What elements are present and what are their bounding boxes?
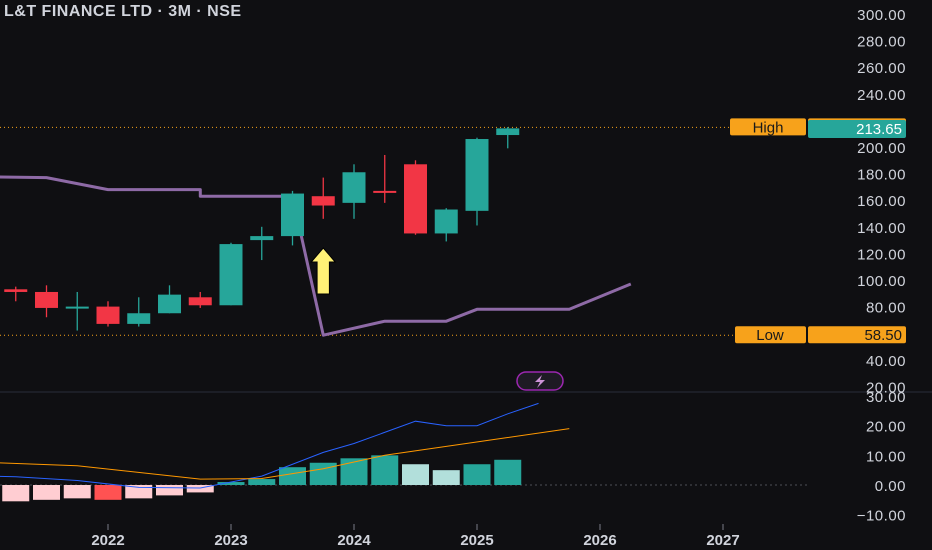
histogram-bar [279, 467, 306, 485]
candle-body [373, 190, 397, 193]
candle-body [250, 236, 274, 241]
candle-body [281, 193, 304, 237]
histogram-bar [494, 459, 522, 485]
indicator-tick-label: 0.00 [875, 478, 906, 495]
candle-body [65, 306, 89, 309]
candle-body [219, 244, 243, 306]
candle-body [96, 306, 120, 324]
candle-body [127, 313, 151, 324]
last-price-text: 213.65 [856, 121, 902, 138]
x-axis-label: 2023 [214, 532, 247, 549]
price-tick-label: 240.00 [857, 87, 906, 104]
histogram-bar [156, 485, 183, 496]
last-price-badge [808, 120, 906, 138]
histogram-bar [94, 485, 122, 500]
price-tick-label: 140.00 [857, 220, 906, 237]
candle-body [35, 291, 58, 308]
candle-body [188, 297, 212, 306]
price-tick-label: 40.00 [866, 353, 906, 370]
price-tick-label: 120.00 [857, 246, 906, 263]
indicator-tick-label: 20.00 [866, 419, 906, 436]
candle-body [158, 294, 181, 314]
price-tick-label: 20.00 [866, 379, 906, 396]
low-value-badge [808, 326, 906, 344]
low-label-text: Low [756, 327, 784, 344]
high-label-text: High [753, 119, 784, 136]
price-tick-label: 80.00 [866, 300, 906, 317]
histogram-bar [340, 458, 368, 485]
histogram-bar [125, 485, 153, 499]
channel-line [0, 175, 632, 337]
candle-body [496, 128, 520, 136]
signal-line [0, 428, 570, 480]
histogram-bar [2, 485, 30, 502]
candle-body [342, 172, 366, 203]
histogram-bar [402, 464, 429, 485]
histogram-bar [248, 479, 276, 485]
histogram-bar [309, 462, 337, 485]
chart-title: L&T FINANCE LTD · 3M · NSE [4, 3, 242, 20]
x-axis-label: 2024 [337, 532, 371, 549]
x-axis-label: 2026 [583, 532, 616, 549]
histogram-bar [217, 482, 245, 485]
high-label-badge [730, 118, 806, 136]
histogram-bar [63, 485, 91, 499]
price-tick-label: 180.00 [857, 167, 906, 184]
x-axis-label: 2027 [706, 532, 739, 549]
indicator-tick-label: 10.00 [866, 448, 906, 465]
candle-body [4, 289, 28, 292]
macd-line [0, 402, 539, 489]
histogram-bar [463, 464, 491, 485]
histogram-bar [33, 485, 60, 500]
x-axis-label: 2022 [91, 532, 124, 549]
price-tick-label: 260.00 [857, 60, 906, 77]
signal-arrow-icon [310, 247, 337, 295]
price-tick-label: 200.00 [857, 140, 906, 157]
lightning-bolt-shape [535, 375, 545, 388]
price-tick-label: 160.00 [857, 193, 906, 210]
x-axis-label: 2025 [460, 532, 493, 549]
lightning-icon [516, 371, 564, 391]
indicator-tick-label: −10.00 [857, 508, 906, 525]
candle-body [404, 164, 427, 234]
candle-body [465, 139, 489, 211]
histogram-bar [432, 470, 460, 485]
candle-body [311, 196, 335, 206]
price-tick-label: 300.00 [857, 7, 906, 24]
indicator-tick-label: 30.00 [866, 389, 906, 406]
histogram-bar [371, 455, 399, 485]
price-tick-label: 100.00 [857, 273, 906, 290]
candle-body [434, 209, 458, 234]
histogram-bar [186, 485, 214, 493]
low-value-text: 58.50 [864, 327, 902, 344]
low-label-badge [735, 326, 806, 344]
price-tick-label: 280.00 [857, 34, 906, 51]
